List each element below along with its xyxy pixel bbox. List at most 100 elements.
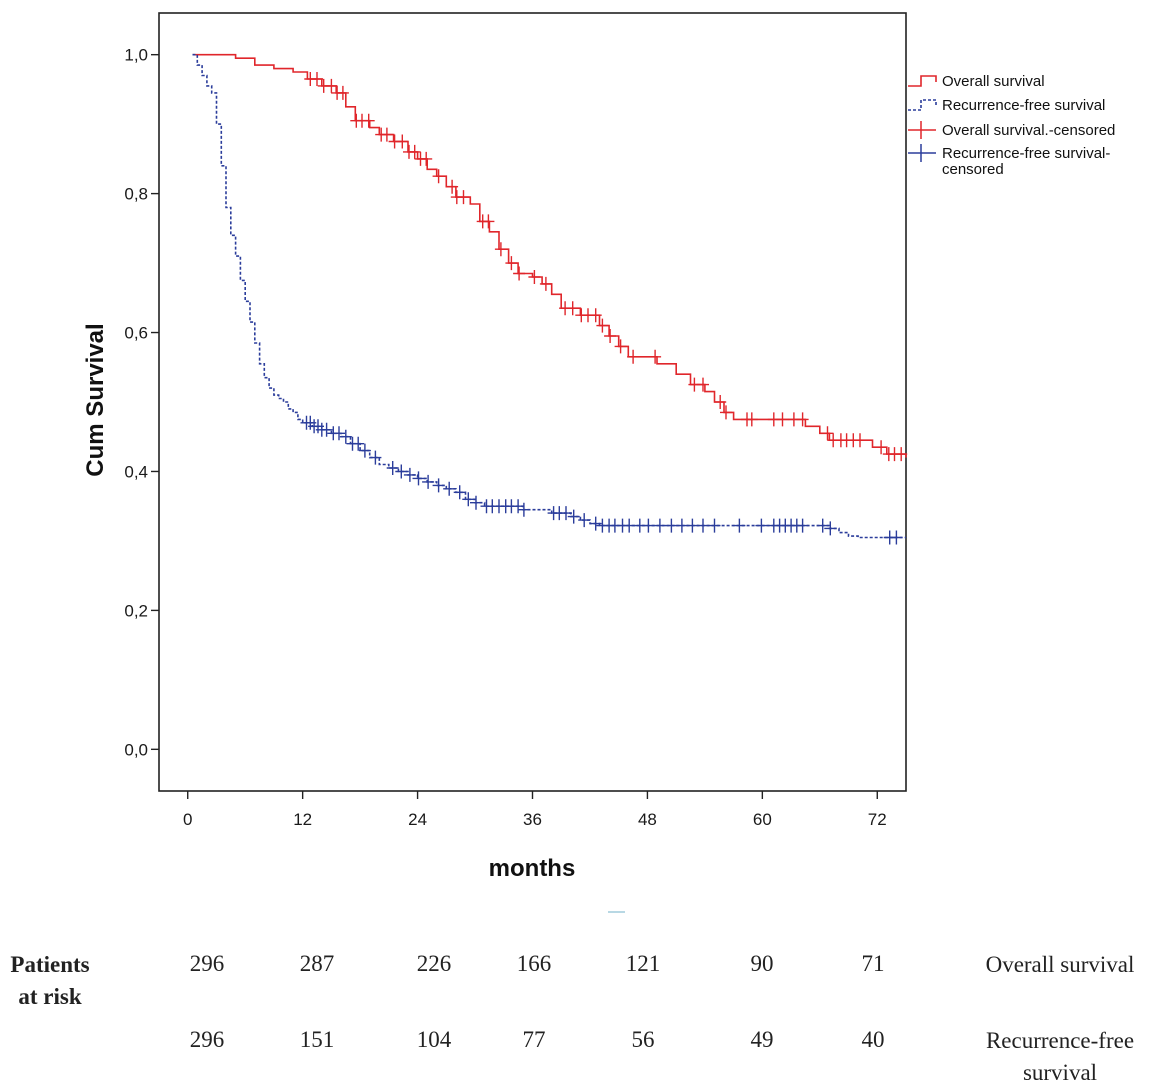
overall-survival-censor-mark [311, 72, 323, 86]
legend-swatch [908, 144, 936, 162]
risk-table-heading: Patients at risk [0, 949, 105, 1013]
plot-frame [158, 12, 907, 792]
x-axis-title: months [489, 855, 576, 882]
recurrence-free-censor-mark [512, 499, 525, 514]
risk-cell-rfs: 49 [750, 1027, 774, 1052]
recurrence-free-censor-mark [320, 422, 333, 437]
risk-cell-rfs: 104 [416, 1027, 452, 1052]
recurrence-free-censor-mark [796, 518, 809, 533]
overall-survival-curve [192, 53, 907, 458]
overall-survival-censor-mark [396, 134, 409, 149]
y-tick-label: 0,6 [124, 324, 148, 343]
legend-label: Recurrence-free survival- [942, 145, 1110, 162]
risk-cell-os: 166 [516, 951, 552, 976]
risk-cell-os: 287 [299, 951, 335, 976]
overall-survival-censor-mark [697, 377, 709, 392]
recurrence-free-censor-mark [352, 436, 365, 451]
chart-legend: Overall survival Recurrence-free survival… [908, 73, 1115, 178]
risk-cell-os: 121 [625, 951, 661, 976]
risk-cell-os: 296 [189, 951, 225, 976]
risk-cell-rfs: 56 [631, 1027, 655, 1052]
overall-survival-censor-mark [796, 412, 809, 427]
overall-survival-censor-mark [604, 329, 617, 343]
risk-cell-os: 226 [416, 951, 452, 976]
risk-cell-os: 71 [861, 951, 885, 976]
recurrence-free-survival-curve [192, 53, 906, 539]
overall-survival-censor-mark [895, 447, 908, 462]
recurrence-free-censor-mark [422, 474, 435, 489]
overall-survival-censor-mark [720, 405, 732, 420]
overall-survival-censor-mark [596, 318, 609, 333]
risk-row-label-os: Overall survival [960, 949, 1160, 981]
overall-survival-censor-mark [482, 214, 495, 229]
recurrence-free-censor-mark [642, 518, 655, 533]
recurrence-free-censor-mark [453, 485, 466, 500]
y-axis: 0,0 0,2 0,4 0,6 0,8 1,0 [124, 46, 159, 759]
overall-survival-censor-mark [528, 270, 541, 284]
recurrence-free-censor-mark [665, 518, 678, 533]
y-tick-label: 0,0 [124, 740, 148, 759]
risk-cell-rfs: 77 [522, 1027, 546, 1052]
risk-table-heading-line: Patients [10, 952, 90, 977]
recurrence-free-censor-mark [403, 467, 416, 482]
overall-survival-censor-mark [362, 113, 375, 128]
x-tick-label: 12 [293, 810, 312, 829]
overall-survival-censor-mark [457, 190, 470, 205]
recurrence-free-censor-mark [697, 518, 709, 533]
x-axis: 0 12 24 36 48 60 72 [183, 791, 887, 829]
y-axis-title: Cum Survival [82, 323, 109, 476]
x-tick-label: 36 [523, 810, 542, 829]
overall-survival-censor-mark [854, 433, 866, 448]
risk-row-label-line: Overall survival [985, 952, 1135, 977]
risk-row-label-line: survival [1022, 1060, 1098, 1085]
recurrence-free-censor-mark [369, 450, 382, 465]
risk-row-label-line: Recurrence-free [985, 1028, 1135, 1053]
recurrence-free-censor-mark [567, 509, 580, 524]
risk-cell-rfs: 296 [189, 1027, 225, 1052]
legend-swatch [908, 99, 937, 111]
overall-survival-censor-mark [494, 242, 507, 257]
series-layer [192, 53, 908, 545]
legend-label: censored [942, 161, 1004, 178]
overall-survival-censor-mark [776, 412, 789, 427]
recurrence-free-censor-mark [653, 518, 666, 533]
overall-survival-censor-mark [325, 78, 338, 93]
risk-row-label-rfs: Recurrence-free survival [960, 1025, 1160, 1089]
overall-survival-censor-mark [380, 127, 393, 142]
recurrence-free-censor-mark [589, 516, 602, 531]
legend-label: Overall survival.-censored [942, 122, 1115, 139]
recurrence-free-censor-mark [816, 518, 829, 533]
legend-label: Overall survival [942, 73, 1045, 90]
recurrence-free-censor-mark [395, 464, 408, 479]
risk-cell-rfs: 40 [861, 1027, 885, 1052]
faint-artifact-mark [608, 911, 625, 913]
y-tick-label: 0,8 [124, 185, 148, 204]
recurrence-free-censor-mark [733, 518, 746, 533]
recurrence-free-censor-mark [686, 518, 699, 533]
overall-survival-censor-mark [821, 426, 834, 441]
overall-survival-censor-mark [627, 349, 640, 364]
overall-survival-censor-mark [420, 151, 433, 166]
recurrence-free-censor-mark [470, 495, 482, 510]
y-tick-label: 0,4 [124, 462, 148, 481]
overall-survival-censor-mark [566, 301, 579, 316]
overall-survival-censor-mark [875, 440, 888, 455]
recurrence-free-censor-mark [675, 518, 688, 533]
overall-survival-censor-mark [614, 339, 627, 354]
overall-survival-censor-mark [513, 266, 526, 281]
overall-survival-censor-mark [336, 85, 349, 100]
overall-survival-censor-mark [408, 144, 421, 159]
overall-survival-censor-mark [505, 256, 518, 271]
recurrence-free-censor-mark [755, 518, 768, 533]
y-tick-label: 0,2 [124, 601, 148, 620]
recurrence-free-censor-mark [443, 481, 456, 496]
risk-cell-os: 90 [750, 951, 774, 976]
recurrence-free-censor-mark [386, 461, 399, 475]
legend-label: Recurrence-free survival [942, 97, 1105, 114]
overall-survival-censor-mark [432, 169, 445, 184]
x-tick-label: 60 [753, 810, 772, 829]
recurrence-free-censor-mark [339, 429, 352, 444]
recurrence-free-censor-mark [462, 492, 475, 507]
km-survival-chart: 0,0 0,2 0,4 0,6 0,8 1,0 0 12 24 36 48 60 72 Overall… [82, 12, 1115, 882]
legend-swatch [908, 121, 936, 139]
